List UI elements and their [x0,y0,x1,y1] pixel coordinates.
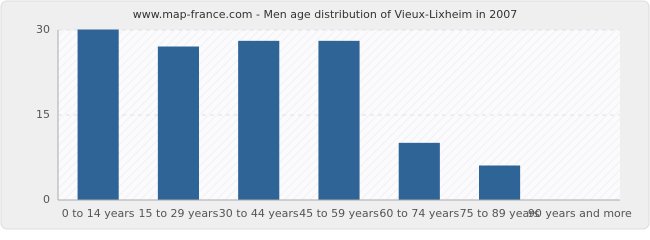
bar [157,46,200,201]
y-tick-label: 0 [43,193,50,206]
y-tick-label: 15 [36,108,50,121]
bar [398,142,440,201]
bar [479,165,521,201]
chart-title: www.map-france.com - Men age distributio… [133,8,518,21]
x-tick-label: 45 to 59 years [299,207,379,220]
bar [318,40,360,201]
page: www.map-france.com - Men age distributio… [0,0,650,230]
x-tick-label: 0 to 14 years [62,207,135,220]
x-tick-label: 15 to 29 years [139,207,219,220]
bar [238,40,280,201]
x-tick-label: 30 to 44 years [219,207,299,220]
chart: www.map-france.com - Men age distributio… [0,0,650,230]
x-tick-label: 90 years and more [528,207,632,220]
x-tick-label: 60 to 74 years [379,207,459,220]
bar [77,29,119,201]
x-tick-label: 75 to 89 years [460,207,540,220]
y-tick-label: 30 [36,23,50,36]
